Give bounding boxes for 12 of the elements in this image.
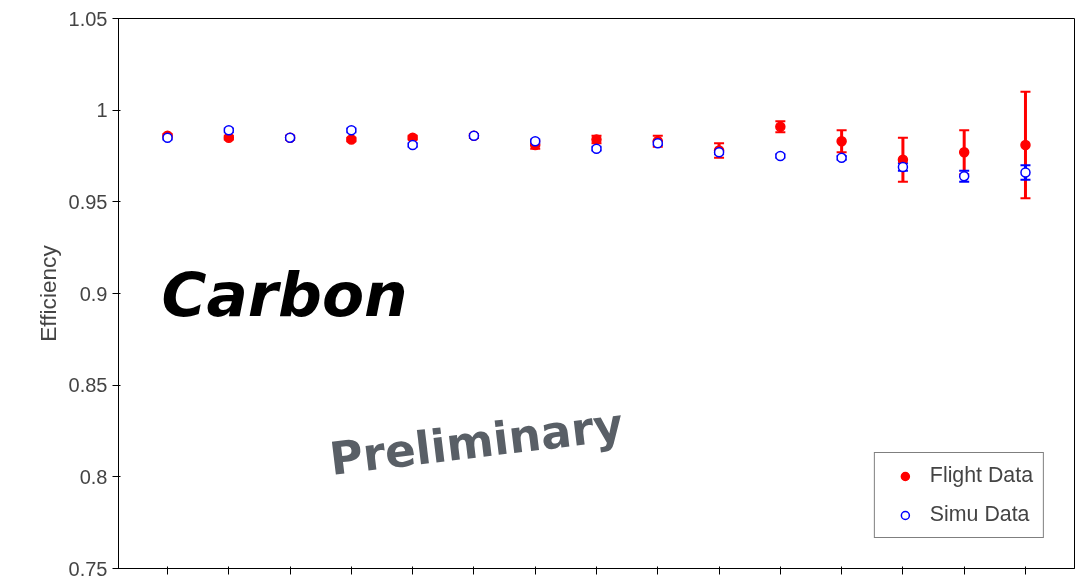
annotation: Carbon xyxy=(161,259,408,331)
legend-label: Flight Data xyxy=(929,463,1033,488)
y-tick-label: 1.05 xyxy=(68,7,108,30)
legend-label: Simu Data xyxy=(929,502,1030,527)
y-tick-label: 1 xyxy=(96,99,108,122)
annotation: Preliminary xyxy=(326,398,626,486)
y-tick-label: 0.95 xyxy=(68,190,108,213)
y-tick-label: 0.9 xyxy=(79,282,108,305)
y-tick-label: 0.8 xyxy=(79,465,108,488)
y-tick-label: 0.75 xyxy=(68,557,108,580)
y-tick-label: 0.85 xyxy=(68,374,108,397)
y-axis-title: Efficiency xyxy=(34,244,61,342)
